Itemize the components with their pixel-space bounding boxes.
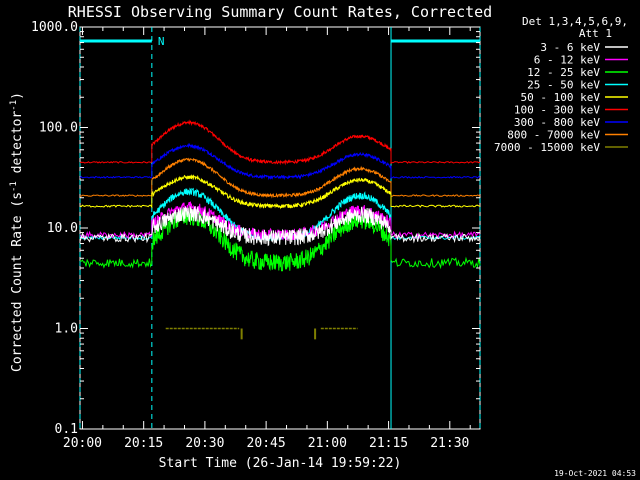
y-axis-label: Corrected Count Rate (s-1 detector-1): [9, 92, 25, 372]
legend-label: 800 - 7000 keV: [507, 129, 600, 142]
chart-title: RHESSI Observing Summary Count Rates, Co…: [68, 3, 492, 21]
legend-header-2: Att 1: [579, 27, 612, 40]
legend-label: 50 - 100 keV: [521, 91, 601, 104]
legend-label: 100 - 300 keV: [514, 104, 600, 117]
legend-label: 6 - 12 keV: [534, 54, 601, 67]
legend-label: 7000 - 15000 keV: [494, 141, 600, 154]
x-tick-label: 20:00: [63, 436, 102, 451]
eclipse-markers: N: [79, 27, 481, 429]
plot-frame: [79, 26, 481, 430]
y-tick-label: 1000.0: [31, 20, 78, 35]
series-lines: [79, 119, 481, 340]
legend-label: 300 - 800 keV: [514, 116, 600, 129]
series-100-300kev: [79, 119, 480, 166]
y-tick-label: 100.0: [39, 121, 78, 136]
x-tick-label: 20:30: [185, 436, 224, 451]
series-3-6kev: [79, 205, 481, 247]
series-800-7000kev: [79, 157, 481, 199]
y-tick-label: 1.0: [55, 322, 78, 337]
y-tick-label: 10.0: [47, 221, 78, 236]
x-tick-label: 20:15: [124, 436, 163, 451]
x-tick-label: 21:00: [308, 436, 347, 451]
series-12-25kev: [79, 207, 481, 272]
x-tick-label: 21:15: [369, 436, 408, 451]
series-50-100kev: [79, 174, 481, 210]
legend-header-1: Det 1,3,4,5,6,9,: [522, 15, 628, 28]
series-300-800kev: [79, 142, 481, 181]
night-label: N: [158, 35, 165, 48]
timestamp: 19-Oct-2021 04:53: [554, 469, 636, 478]
x-axis-label: Start Time (26-Jan-14 19:59:22): [159, 456, 402, 471]
y-tick-label: 0.1: [55, 422, 78, 437]
legend-label: 12 - 25 keV: [527, 66, 600, 79]
x-tick-label: 20:45: [247, 436, 286, 451]
legend-label: 25 - 50 keV: [527, 79, 600, 92]
plot-border: [79, 26, 481, 430]
legend-label: 3 - 6 keV: [540, 41, 600, 54]
x-tick-label: 21:30: [430, 436, 469, 451]
axes: 1000.0 100.0 10.0 1.0 0.120:00 20:15 20:30 20:4…: [31, 20, 480, 451]
